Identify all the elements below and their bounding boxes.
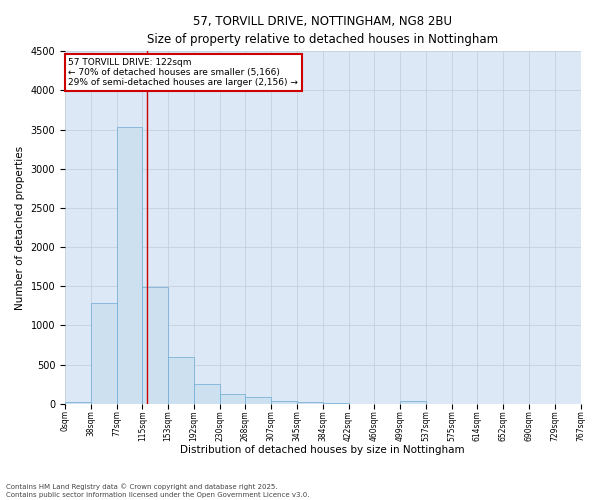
Bar	[91, 304, 116, 404]
Text: 57 TORVILL DRIVE: 122sqm
← 70% of detached houses are smaller (5,166)
29% of sem: 57 TORVILL DRIVE: 122sqm ← 70% of detach…	[68, 58, 298, 88]
Title: 57, TORVILL DRIVE, NOTTINGHAM, NG8 2BU
Size of property relative to detached hou: 57, TORVILL DRIVE, NOTTINGHAM, NG8 2BU S…	[147, 15, 499, 46]
Bar	[323, 402, 349, 404]
Bar	[271, 400, 297, 404]
Bar	[400, 401, 426, 404]
Bar	[116, 126, 142, 404]
Bar	[142, 287, 168, 404]
Y-axis label: Number of detached properties: Number of detached properties	[15, 146, 25, 310]
Bar	[245, 398, 271, 404]
Text: Contains HM Land Registry data © Crown copyright and database right 2025.
Contai: Contains HM Land Registry data © Crown c…	[6, 484, 310, 498]
Bar	[194, 384, 220, 404]
Bar	[65, 402, 91, 404]
Bar	[168, 356, 194, 404]
Bar	[297, 402, 323, 404]
X-axis label: Distribution of detached houses by size in Nottingham: Distribution of detached houses by size …	[181, 445, 465, 455]
Bar	[220, 394, 245, 404]
